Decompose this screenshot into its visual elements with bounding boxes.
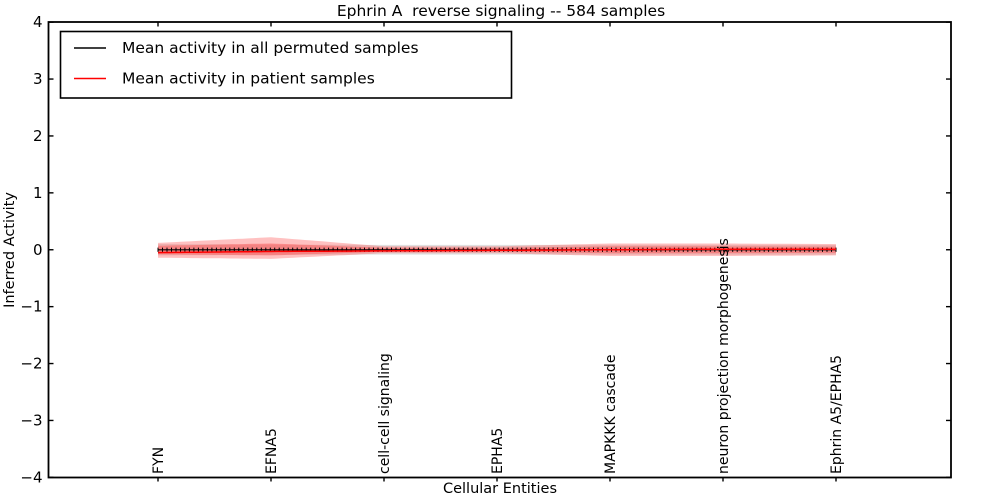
- category-label: MAPKKK cascade: [603, 355, 619, 474]
- y-tick-label: 2: [33, 127, 43, 145]
- y-axis-label: Inferred Activity: [2, 192, 18, 308]
- y-tick-label: 4: [33, 13, 43, 31]
- y-tick-label: 1: [33, 184, 43, 202]
- patient-mean-line: [157, 248, 836, 254]
- y-tick-label: −3: [20, 411, 42, 429]
- y-tick-label: −4: [20, 468, 42, 486]
- category-labels: FYN EFNA5 cell-cell signaling EPHA5 MAPKKK c…: [151, 238, 845, 474]
- y-tick-label: −1: [20, 298, 42, 316]
- y-tick-label: 0: [33, 241, 43, 259]
- x-ticks: [157, 22, 837, 482]
- band-layer: [158, 237, 836, 259]
- line-layer: [157, 247, 837, 254]
- category-label: EFNA5: [264, 428, 280, 474]
- y-tick-label: 3: [33, 70, 43, 88]
- patient-std-band-outer: [158, 237, 836, 259]
- legend-box: [59, 30, 513, 99]
- legend: Mean activity in all permuted samples Me…: [59, 30, 513, 99]
- x-axis-label: Cellular Entities: [443, 481, 557, 497]
- legend-label-permuted: Mean activity in all permuted samples: [122, 39, 419, 57]
- category-label: neuron projection morphogenesis: [716, 238, 732, 474]
- legend-label-patient: Mean activity in patient samples: [122, 70, 375, 88]
- y-tick-label: −2: [20, 355, 42, 373]
- chart-title: Ephrin A reverse signaling -- 584 sample…: [337, 2, 665, 20]
- category-label: EPHA5: [490, 428, 506, 474]
- y-ticks: [48, 21, 951, 479]
- category-label: cell-cell signaling: [377, 353, 393, 474]
- category-label: FYN: [151, 447, 167, 474]
- category-label: Ephrin A5/EPHA5: [829, 355, 845, 474]
- y-tick-labels: 4 3 2 1 0 −1 −2 −3 −4: [20, 13, 42, 486]
